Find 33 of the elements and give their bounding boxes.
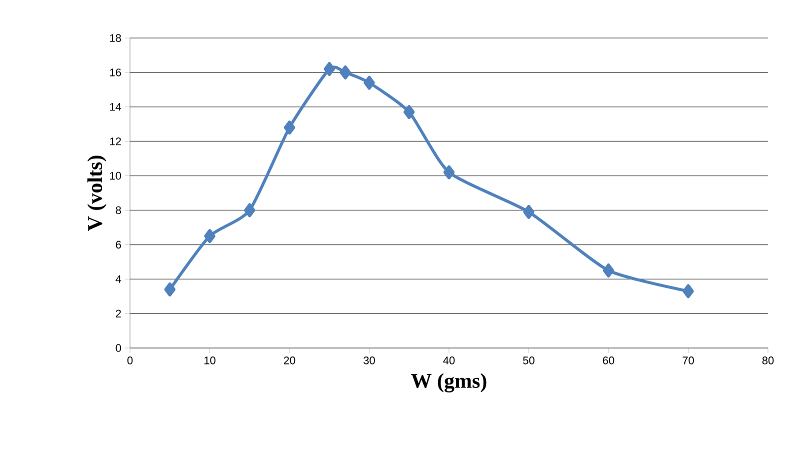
x-tick-label: 70: [682, 356, 694, 364]
y-tick-label: 4: [116, 275, 122, 283]
y-tick-label: 10: [110, 172, 122, 180]
y-tick-label: 6: [116, 240, 121, 249]
point: [340, 65, 351, 80]
point: [324, 62, 335, 76]
y-tick-label: 18: [110, 34, 121, 42]
x-tick-label: 80: [762, 356, 774, 364]
x-tick-label: 30: [364, 356, 375, 364]
y-tick-label: 12: [110, 138, 121, 146]
y-tick-label: 0: [116, 344, 122, 352]
point: [164, 282, 176, 296]
point: [364, 76, 375, 90]
point: [602, 264, 614, 278]
point: [404, 105, 415, 120]
y-tick-label: 2: [116, 310, 121, 318]
y-axis-title: V (volts): [87, 156, 106, 231]
point: [204, 229, 216, 244]
x-tick-label: 0: [127, 356, 133, 364]
point: [284, 120, 296, 135]
x-tick-label: 10: [204, 356, 216, 364]
x-tick-label: 50: [523, 356, 534, 364]
x-tick-label: 20: [284, 356, 296, 364]
x-axis-title: W (gms): [411, 373, 486, 392]
point: [682, 284, 694, 298]
y-tick-label: 8: [116, 206, 121, 214]
x-tick-label: 40: [443, 356, 455, 364]
point: [523, 204, 534, 219]
point: [443, 165, 455, 180]
y-tick-label: 14: [110, 103, 122, 111]
point: [244, 203, 256, 218]
x-tick-label: 60: [602, 356, 614, 364]
y-tick-label: 16: [110, 68, 121, 76]
